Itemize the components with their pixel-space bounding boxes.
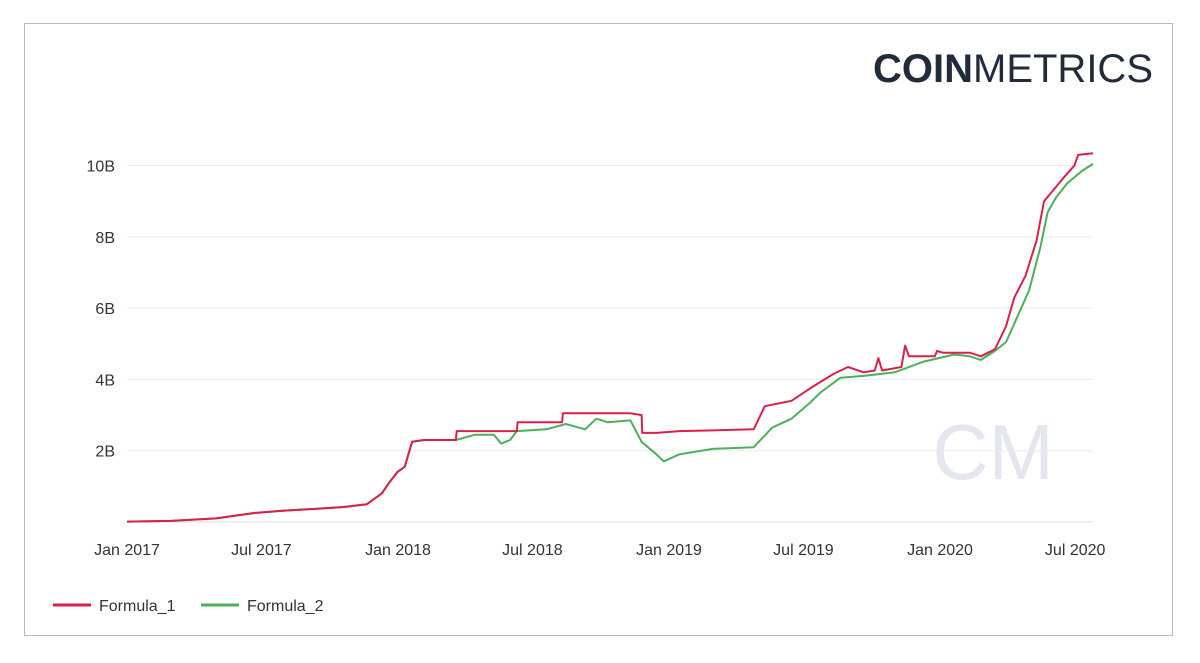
y-axis-tick-labels: 2B 4B 6B 8B 10B — [87, 159, 115, 461]
grid-lines — [127, 165, 1093, 452]
x-tick-label: Jan 2019 — [636, 542, 702, 559]
logo-bold-text: COIN — [873, 47, 973, 91]
x-axis-tick-labels: Jan 2017 Jul 2017 Jan 2018 Jul 2018 Jan 2019… — [94, 542, 1105, 559]
coinmetrics-logo: COINMETRICS — [873, 47, 1153, 91]
x-tick-label: Jul 2019 — [773, 542, 834, 559]
x-tick-label: Jan 2017 — [94, 542, 160, 559]
logo-text: COINMETRICS — [873, 47, 1153, 91]
y-tick-label: 6B — [95, 301, 115, 318]
legend-label: Formula_2 — [247, 598, 324, 615]
x-tick-label: Jan 2020 — [907, 542, 973, 559]
cm-watermark-icon: CM — [932, 408, 1053, 496]
series-lines — [126, 152, 1094, 523]
series-line-formula-1 — [126, 152, 1094, 523]
legend-label: Formula_1 — [99, 598, 176, 615]
x-tick-label: Jan 2018 — [365, 542, 431, 559]
logo-light-text: METRICS — [973, 47, 1153, 91]
y-tick-label: 4B — [95, 372, 115, 389]
y-tick-label: 10B — [87, 159, 115, 176]
x-tick-label: Jul 2017 — [231, 542, 292, 559]
y-tick-label: 2B — [95, 444, 115, 461]
y-tick-label: 8B — [95, 230, 115, 247]
line-chart: COINMETRICS CM 2B 4B 6B 8B 10B Jan 2017 Jul 2… — [53, 47, 1153, 615]
x-tick-label: Jul 2020 — [1045, 542, 1106, 559]
chart-frame: COINMETRICS CM 2B 4B 6B 8B 10B Jan 2017 Jul 2… — [24, 23, 1173, 636]
x-tick-label: Jul 2018 — [502, 542, 563, 559]
legend: Formula_1 Formula_2 — [53, 598, 324, 615]
